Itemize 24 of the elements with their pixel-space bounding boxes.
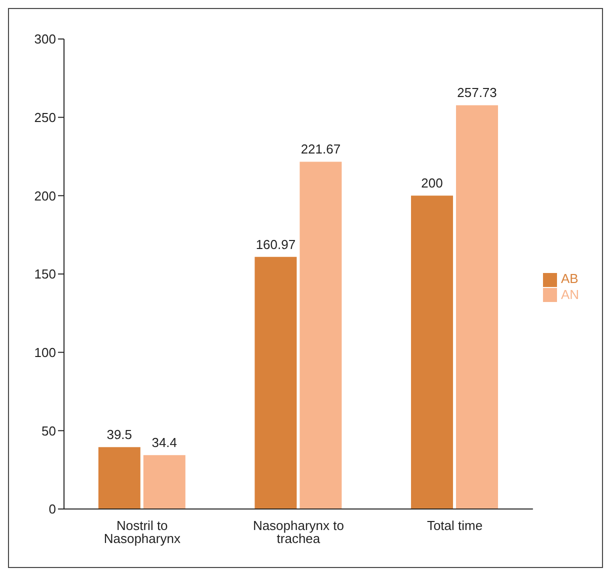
y-tick-label: 200 <box>34 188 56 204</box>
y-tick-label: 300 <box>34 32 56 47</box>
data-label: 200 <box>421 176 443 191</box>
y-tick-label: 150 <box>34 266 56 282</box>
data-label: 34.4 <box>152 435 178 450</box>
y-tick-label: 100 <box>34 344 56 360</box>
x-tick-label: Nasopharynx to trachea <box>252 518 344 546</box>
bar <box>254 256 297 509</box>
x-tick-label: Total time <box>426 518 483 534</box>
legend-label: AB <box>560 270 578 286</box>
bar <box>300 162 342 509</box>
data-label: 39.5 <box>106 427 132 442</box>
data-label: 221.67 <box>300 142 341 157</box>
legend-label: AN <box>560 286 579 302</box>
y-tick-label: 0 <box>48 502 56 517</box>
y-tick-label: 50 <box>42 423 56 438</box>
data-label: 257.73 <box>457 85 497 100</box>
data-label: 160.97 <box>256 236 296 252</box>
bar <box>143 455 186 509</box>
bar <box>411 196 454 509</box>
x-tick-label: Nostril to Nasopharynx <box>104 518 181 546</box>
bar <box>98 447 140 509</box>
bar <box>456 105 498 509</box>
y-tick-label: 250 <box>34 110 56 125</box>
